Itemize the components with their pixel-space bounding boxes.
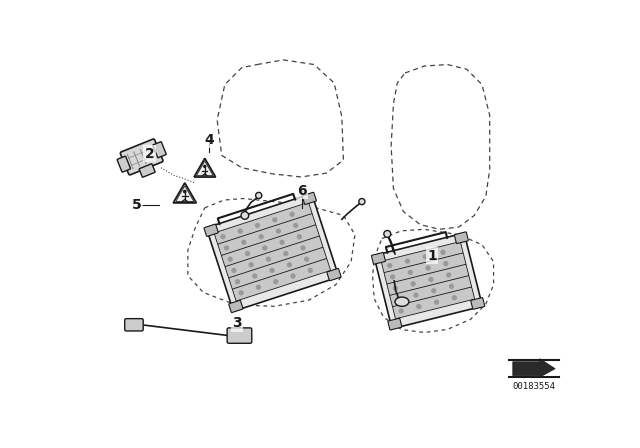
FancyBboxPatch shape [454,232,468,244]
Text: 3: 3 [232,316,242,330]
Circle shape [432,289,436,293]
FancyBboxPatch shape [384,253,466,284]
Circle shape [444,262,448,266]
Circle shape [390,275,394,279]
Circle shape [228,257,232,261]
Circle shape [246,252,250,255]
Ellipse shape [395,297,409,306]
Circle shape [423,255,427,258]
Circle shape [408,271,412,275]
Circle shape [414,293,418,297]
Circle shape [270,268,274,272]
FancyBboxPatch shape [221,225,319,267]
Circle shape [274,280,278,284]
Polygon shape [173,183,196,203]
FancyBboxPatch shape [390,276,472,307]
Circle shape [232,268,236,272]
Circle shape [406,259,410,263]
Circle shape [384,230,391,237]
FancyBboxPatch shape [227,328,252,343]
FancyBboxPatch shape [393,287,474,319]
FancyBboxPatch shape [125,319,143,331]
Circle shape [417,305,420,309]
FancyBboxPatch shape [228,300,243,313]
FancyBboxPatch shape [374,233,482,328]
Circle shape [183,190,187,194]
Circle shape [399,309,403,313]
FancyBboxPatch shape [327,268,341,281]
Circle shape [305,257,308,261]
Circle shape [242,241,246,244]
Text: 4: 4 [205,133,214,147]
FancyBboxPatch shape [388,318,402,330]
Circle shape [301,246,305,250]
FancyBboxPatch shape [371,253,385,264]
Circle shape [236,280,239,284]
FancyBboxPatch shape [214,202,312,245]
FancyBboxPatch shape [153,142,166,158]
Circle shape [308,268,312,272]
Circle shape [435,300,438,304]
Text: 1: 1 [427,249,437,263]
Polygon shape [513,359,555,377]
Circle shape [426,266,430,270]
FancyBboxPatch shape [120,139,163,175]
Circle shape [239,291,243,295]
Text: 00183554: 00183554 [512,382,555,391]
Circle shape [280,241,284,244]
Circle shape [221,235,225,239]
FancyBboxPatch shape [229,247,326,289]
FancyBboxPatch shape [117,156,131,172]
FancyBboxPatch shape [218,214,316,256]
FancyBboxPatch shape [139,164,155,177]
Circle shape [290,212,294,216]
Circle shape [255,192,262,198]
Circle shape [257,285,260,289]
FancyBboxPatch shape [387,264,468,296]
Circle shape [441,250,445,254]
FancyBboxPatch shape [225,236,323,278]
Circle shape [238,229,242,233]
FancyBboxPatch shape [232,258,330,301]
Circle shape [266,257,270,261]
FancyBboxPatch shape [207,194,339,311]
Circle shape [253,274,257,278]
Circle shape [359,198,365,205]
Circle shape [294,224,298,228]
Text: 2: 2 [145,147,154,161]
Circle shape [396,298,400,302]
Circle shape [276,229,280,233]
Text: 5: 5 [132,198,142,212]
Circle shape [263,246,267,250]
Circle shape [291,274,295,278]
Circle shape [449,284,453,288]
Circle shape [447,273,451,277]
Circle shape [255,224,259,228]
Circle shape [249,263,253,267]
Circle shape [225,246,228,250]
Circle shape [452,296,456,300]
FancyBboxPatch shape [471,297,484,309]
FancyBboxPatch shape [381,242,463,273]
Circle shape [284,252,287,255]
Polygon shape [194,158,216,177]
Circle shape [412,282,415,286]
Circle shape [203,165,207,168]
FancyBboxPatch shape [204,224,218,237]
FancyBboxPatch shape [302,192,316,205]
Circle shape [394,286,397,290]
Circle shape [388,263,392,267]
Circle shape [259,235,263,239]
Text: 6: 6 [297,184,307,198]
Circle shape [273,218,276,222]
Circle shape [298,235,301,239]
Circle shape [241,211,249,220]
Circle shape [429,277,433,281]
Circle shape [287,263,291,267]
